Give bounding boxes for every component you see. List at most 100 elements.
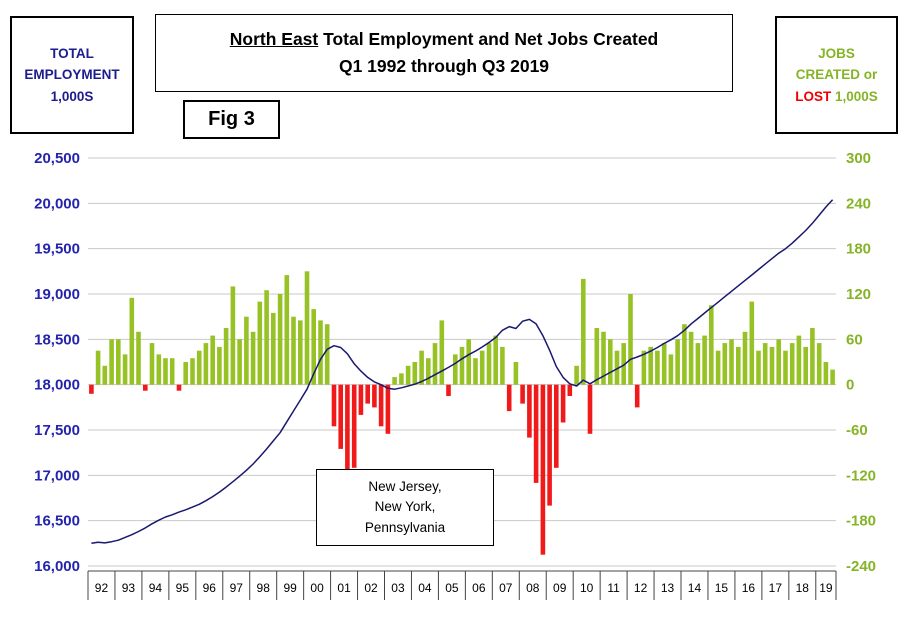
net-jobs-bar — [634, 384, 640, 408]
net-jobs-bar — [486, 343, 492, 385]
net-jobs-bar — [304, 271, 310, 385]
net-jobs-bar — [324, 324, 330, 385]
net-jobs-bar — [439, 320, 445, 385]
figure-label-box: Fig 3 — [183, 100, 280, 139]
net-jobs-bar — [479, 350, 485, 385]
net-jobs-bar — [789, 343, 795, 385]
net-jobs-bar — [338, 384, 343, 449]
net-jobs-bar — [176, 384, 182, 391]
net-jobs-bar — [210, 335, 215, 385]
net-jobs-bar — [250, 331, 256, 385]
net-jobs-bar — [668, 354, 674, 385]
left-axis-title-line: TOTAL — [50, 45, 94, 61]
net-jobs-bar — [810, 328, 815, 385]
net-jobs-bar — [432, 343, 438, 385]
net-jobs-bar — [520, 384, 525, 404]
units-label: 1,000S — [831, 88, 878, 104]
year-tick-label: 09 — [553, 581, 567, 595]
net-jobs-bar — [459, 346, 465, 385]
net-jobs-bar — [506, 384, 512, 412]
net-jobs-bar — [527, 384, 532, 438]
net-jobs-bar — [412, 362, 418, 385]
year-tick-label: 98 — [257, 581, 271, 595]
year-tick-label: 02 — [364, 581, 378, 595]
net-jobs-bar — [715, 350, 721, 385]
net-jobs-bar — [641, 350, 647, 385]
net-jobs-bar — [271, 312, 276, 385]
net-jobs-bar — [244, 316, 249, 385]
left-axis-tick-label: 20,000 — [34, 195, 80, 212]
net-jobs-bar — [399, 373, 404, 385]
right-axis-tick-label: 240 — [846, 195, 871, 212]
net-jobs-bar — [601, 331, 606, 385]
net-jobs-bar — [823, 362, 829, 385]
year-tick-label: 00 — [310, 581, 324, 595]
right-axis-title-box: JOBS CREATED or LOST 1,000S — [775, 16, 898, 134]
right-axis-tick-label: 60 — [846, 331, 863, 348]
net-jobs-bar — [500, 346, 505, 385]
net-jobs-bar — [264, 290, 269, 385]
net-jobs-bar — [830, 369, 835, 385]
left-axis-tick-label: 17,000 — [34, 467, 80, 484]
net-jobs-bar — [803, 346, 808, 385]
left-axis-title-box: TOTAL EMPLOYMENT 1,000S — [10, 16, 134, 134]
states-annotation-box: New Jersey, New York, Pennsylvania — [316, 469, 494, 546]
year-tick-label: 93 — [122, 581, 136, 595]
chart-title-line2: Q1 1992 through Q3 2019 — [338, 56, 550, 76]
net-jobs-bar — [560, 384, 566, 423]
year-tick-label: 16 — [742, 581, 756, 595]
year-tick-label: 96 — [203, 581, 217, 595]
right-axis-tick-label: -240 — [846, 558, 876, 575]
net-jobs-bar — [675, 339, 680, 385]
left-axis-tick-label: 16,000 — [34, 558, 80, 575]
net-jobs-bar — [392, 377, 397, 385]
year-tick-label: 92 — [95, 581, 109, 595]
year-tick-label: 06 — [472, 581, 486, 595]
year-tick-label: 08 — [526, 581, 540, 595]
right-axis-title-line: JOBS — [818, 45, 855, 61]
net-jobs-bar — [89, 384, 94, 394]
year-tick-label: 07 — [499, 581, 513, 595]
net-jobs-bar — [129, 297, 135, 385]
left-axis-tick-label: 17,500 — [34, 422, 80, 439]
left-axis-tick-label: 18,000 — [34, 377, 80, 394]
year-tick-label: 14 — [688, 581, 702, 595]
net-jobs-bar — [385, 384, 391, 434]
net-jobs-bar — [149, 343, 155, 385]
net-jobs-bar — [122, 354, 128, 385]
right-axis-title-line: CREATED or — [795, 67, 878, 83]
left-axis-title-line: 1,000S — [50, 88, 94, 104]
net-jobs-bar — [169, 358, 175, 385]
net-jobs-bar — [762, 343, 768, 385]
net-jobs-bar — [574, 365, 579, 385]
net-jobs-bar — [143, 384, 148, 391]
net-jobs-bar — [291, 316, 296, 385]
year-tick-label: 12 — [634, 581, 648, 595]
year-tick-label: 97 — [230, 581, 244, 595]
net-jobs-bar — [183, 362, 188, 385]
net-jobs-bar — [217, 346, 222, 385]
left-axis-tick-label: 19,500 — [34, 241, 80, 258]
net-jobs-bar — [594, 328, 600, 385]
net-jobs-bar — [688, 331, 694, 385]
net-jobs-bar — [102, 365, 108, 385]
net-jobs-bar — [277, 294, 283, 385]
net-jobs-bar — [203, 343, 209, 385]
net-jobs-bar — [682, 324, 687, 385]
region-name: North East — [229, 28, 319, 49]
net-jobs-bar — [351, 384, 357, 468]
right-axis-title-line: LOST 1,000S — [795, 86, 878, 108]
left-axis-tick-label: 20,500 — [34, 150, 80, 167]
net-jobs-bar — [722, 343, 728, 385]
net-jobs-bar — [419, 350, 424, 385]
net-jobs-bar — [473, 358, 478, 385]
net-jobs-bar — [816, 343, 822, 385]
annotation-line: New York, — [374, 499, 436, 515]
net-jobs-bar — [378, 384, 384, 427]
net-jobs-bar — [298, 320, 303, 385]
net-jobs-bar — [136, 331, 141, 385]
chart-title-box: North East Total Employment and Net Jobs… — [155, 14, 733, 92]
chart-title-line1: North East Total Employment and Net Jobs… — [230, 26, 659, 53]
left-axis-title-line: EMPLOYMENT — [24, 67, 120, 83]
